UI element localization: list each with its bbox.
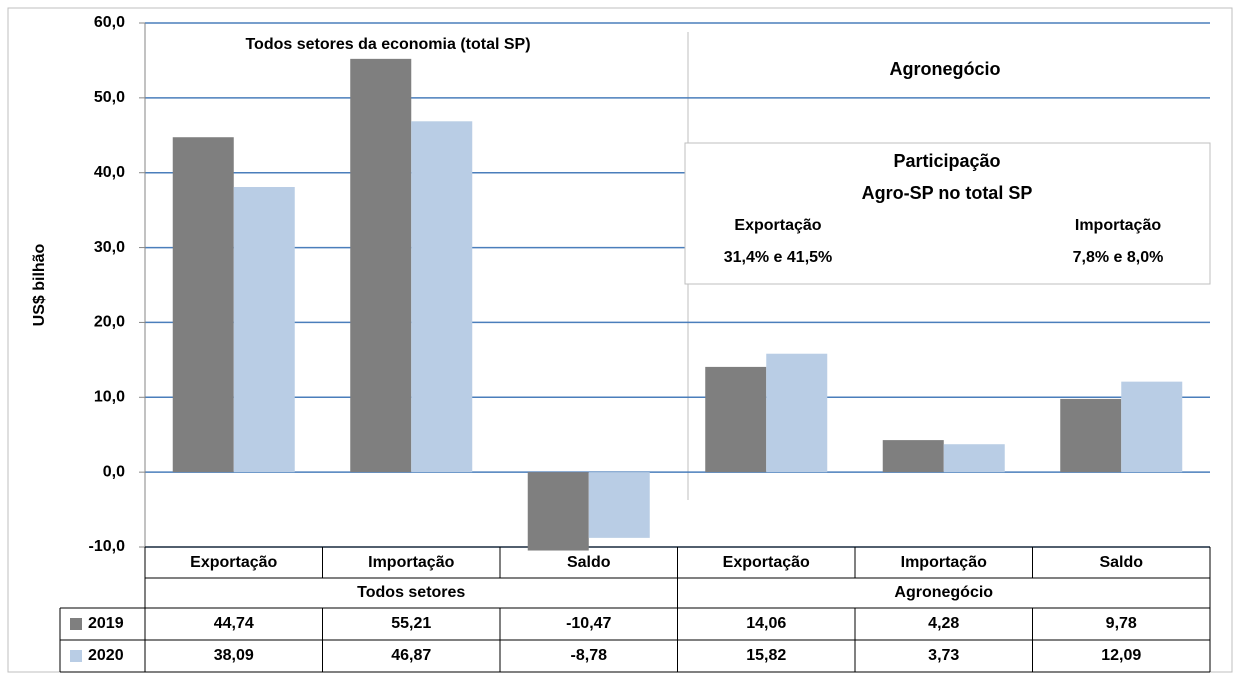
x-tick-label: Importação — [901, 554, 987, 571]
legend-label: 2020 — [88, 647, 124, 664]
group-label: Todos setores — [357, 584, 465, 601]
bar — [1121, 381, 1183, 473]
y-tick-label: 0,0 — [103, 463, 125, 480]
x-tick-label: Importação — [368, 554, 454, 571]
y-tick-label: 60,0 — [94, 14, 125, 31]
bar — [411, 121, 473, 473]
table-value: 4,28 — [928, 615, 959, 632]
legend-swatch — [70, 618, 82, 630]
bar — [766, 353, 828, 473]
bar — [882, 440, 944, 473]
annotation: Agronegócio — [890, 59, 1001, 79]
bar — [350, 58, 412, 473]
x-tick-label: Saldo — [1099, 554, 1143, 571]
x-tick-label: Saldo — [567, 554, 611, 571]
bar — [172, 137, 234, 473]
table-value: 9,78 — [1106, 615, 1137, 632]
y-axis-label: US$ bilhão — [31, 243, 48, 326]
annotation: 31,4% e 41,5% — [724, 249, 833, 266]
y-tick-label: 30,0 — [94, 239, 125, 256]
table-value: 3,73 — [928, 647, 959, 664]
bar — [527, 472, 589, 551]
table-value: 12,09 — [1101, 647, 1141, 664]
legend-swatch — [70, 650, 82, 662]
table-value: 44,74 — [214, 615, 254, 632]
table-value: 15,82 — [746, 647, 786, 664]
annotation-box — [684, 142, 1211, 285]
bar — [943, 444, 1005, 473]
annotation: Agro-SP no total SP — [862, 183, 1033, 203]
annotation: Participação — [893, 151, 1000, 171]
y-tick-label: 40,0 — [94, 164, 125, 181]
y-tick-label: 50,0 — [94, 89, 125, 106]
table-value: -10,47 — [566, 615, 611, 632]
table-value: 38,09 — [214, 647, 254, 664]
table-value: -8,78 — [571, 647, 608, 664]
annotation: 7,8% e 8,0% — [1073, 249, 1164, 266]
group-label: Agronegócio — [894, 584, 993, 601]
bar — [588, 472, 650, 538]
bar — [705, 366, 767, 473]
annotation: Todos setores da economia (total SP) — [245, 36, 530, 53]
table-value: 14,06 — [746, 615, 786, 632]
y-tick-label: 10,0 — [94, 389, 125, 406]
y-tick-label: 20,0 — [94, 314, 125, 331]
annotation: Importação — [1075, 217, 1161, 234]
table-value: 55,21 — [391, 615, 431, 632]
table-value: 46,87 — [391, 647, 431, 664]
legend-label: 2019 — [88, 615, 124, 632]
x-tick-label: Exportação — [190, 554, 277, 571]
bar — [233, 187, 295, 473]
x-tick-label: Exportação — [723, 554, 810, 571]
annotation: Exportação — [734, 217, 821, 234]
bar — [1060, 398, 1122, 473]
y-tick-label: -10,0 — [89, 538, 126, 555]
